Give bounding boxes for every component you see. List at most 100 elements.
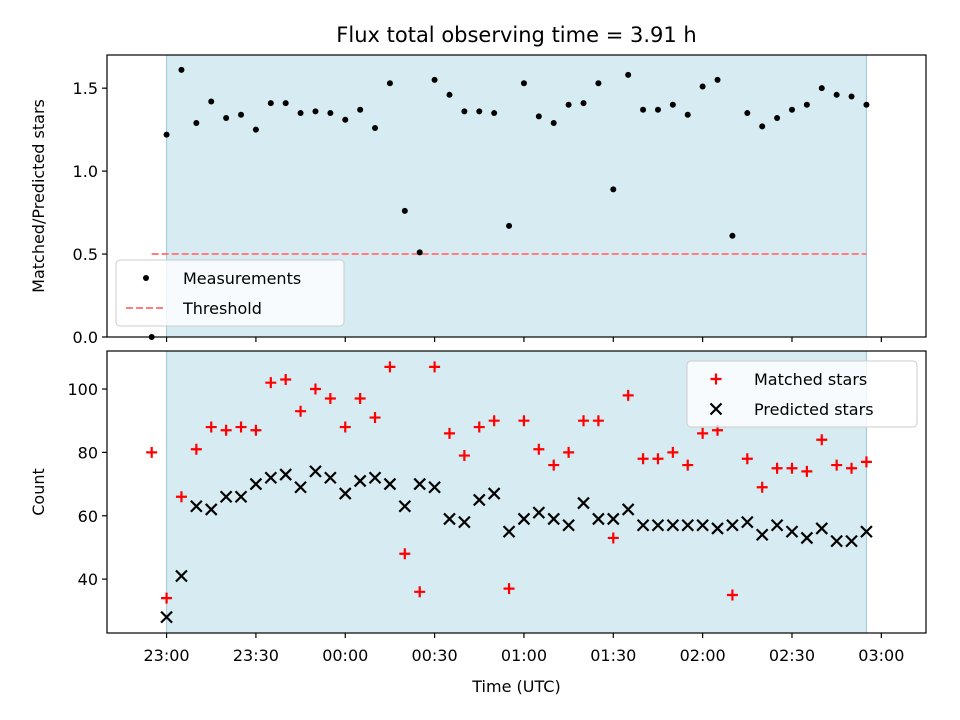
data-point	[354, 393, 366, 405]
data-point	[342, 116, 349, 123]
data-point	[562, 518, 575, 532]
legend-measurements-marker	[143, 275, 149, 281]
data-point	[416, 249, 423, 256]
series-matched-stars	[146, 361, 872, 604]
data-point	[621, 503, 635, 516]
data-point	[163, 131, 170, 138]
data-point	[383, 477, 397, 491]
data-point	[785, 525, 799, 538]
data-point	[741, 453, 753, 465]
data-point	[714, 76, 721, 83]
legend-predicted-marker	[709, 402, 723, 416]
data-point	[610, 186, 617, 193]
data-point	[190, 443, 202, 455]
data-point	[744, 110, 751, 117]
data-point	[324, 471, 337, 485]
y-tick-label: 80	[78, 443, 98, 462]
data-point	[682, 459, 694, 471]
data-point	[592, 512, 605, 526]
data-point	[429, 361, 441, 373]
data-point	[517, 512, 531, 526]
data-point	[518, 415, 530, 427]
data-point	[550, 120, 557, 127]
data-point	[667, 446, 679, 458]
legend-box	[686, 360, 918, 428]
data-point	[249, 477, 263, 491]
data-point	[816, 434, 828, 446]
data-point	[472, 493, 486, 507]
data-point	[431, 76, 438, 83]
data-point	[193, 120, 200, 127]
data-point	[324, 393, 336, 405]
data-point	[592, 415, 604, 427]
legend: Measurements Threshold	[115, 259, 345, 327]
data-point	[652, 453, 664, 465]
count-panel: 40 60 80 100 Count 23:00 23:30 00:00 00:30 01:00 0…	[29, 350, 927, 665]
data-point	[771, 462, 783, 474]
data-point	[398, 499, 412, 513]
data-point	[696, 518, 709, 532]
data-point	[697, 427, 709, 439]
data-point	[666, 518, 680, 532]
data-point	[297, 110, 304, 117]
data-point	[238, 111, 245, 118]
data-point	[487, 487, 501, 500]
data-point	[339, 421, 351, 433]
x-tick-label: 00:00	[322, 646, 368, 665]
data-point	[413, 477, 426, 491]
data-point	[309, 383, 321, 395]
data-point	[446, 91, 453, 98]
y-tick-label: 1.5	[73, 79, 98, 98]
series-predicted-stars	[160, 465, 873, 624]
legend-box	[115, 259, 345, 327]
y-tick-label: 0.0	[73, 328, 98, 347]
data-point	[223, 115, 230, 122]
axes-frame	[106, 54, 927, 338]
data-point	[280, 374, 292, 386]
data-point	[830, 534, 843, 548]
x-tick-label: 23:30	[233, 646, 279, 665]
data-point	[755, 528, 769, 542]
data-point	[815, 522, 829, 535]
data-point	[146, 446, 158, 458]
data-point	[309, 465, 322, 478]
data-point	[833, 91, 840, 98]
data-point	[219, 490, 233, 504]
data-point	[637, 453, 649, 465]
data-point	[759, 123, 766, 130]
axes-frame	[106, 350, 927, 634]
data-point	[368, 471, 382, 485]
data-point	[503, 583, 515, 595]
y-axis-label: Count	[29, 468, 48, 516]
legend-predicted-label: Predicted stars	[754, 400, 874, 419]
ratio-panel: 0.0 0.5 1.0 1.5 Matched/Predicted stars Measu…	[29, 54, 927, 347]
data-point	[651, 518, 665, 532]
data-point	[741, 515, 754, 529]
data-point	[401, 207, 408, 214]
x-tick-label: 02:00	[680, 646, 726, 665]
data-point	[294, 480, 307, 494]
data-point	[607, 512, 620, 526]
data-point	[264, 471, 278, 485]
data-point	[818, 85, 825, 92]
data-point	[803, 101, 810, 108]
data-point	[654, 106, 661, 113]
data-point	[520, 80, 527, 87]
data-point	[279, 468, 292, 481]
data-point	[770, 518, 784, 532]
data-point	[265, 377, 277, 389]
data-point	[756, 481, 768, 493]
y-axis-label: Matched/Predicted stars	[29, 99, 48, 293]
data-point	[622, 389, 634, 401]
x-tick-label: 01:30	[590, 646, 636, 665]
data-point	[699, 83, 706, 90]
data-point	[175, 491, 187, 503]
data-point	[595, 80, 602, 87]
chart-title: Flux total observing time = 3.91 h	[336, 23, 696, 47]
data-point	[443, 512, 456, 526]
data-point	[488, 415, 500, 427]
data-point	[386, 80, 393, 87]
data-point	[175, 569, 188, 583]
x-axis-label: Time (UTC)	[471, 677, 560, 696]
data-point	[578, 415, 590, 427]
